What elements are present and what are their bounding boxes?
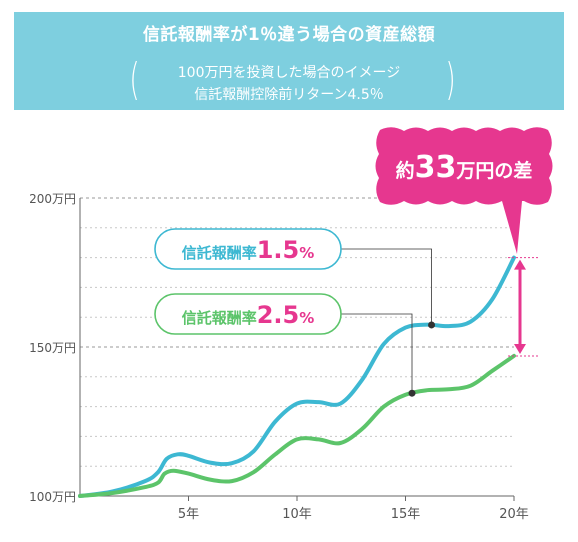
- series-line-high-fee: [78, 353, 516, 498]
- series-lines: [78, 255, 516, 498]
- series-markers: [408, 321, 436, 397]
- subtitle-line-1: 100万円を投資した場合のイメージ: [177, 65, 401, 81]
- callout-high-fee-border: [154, 293, 342, 335]
- chart-title: 信託報酬率が1％違う場合の資産総額: [142, 25, 436, 45]
- marker-high-fee: [408, 389, 416, 397]
- difference-arrow-head-up: [514, 259, 526, 270]
- difference-indicator: [508, 257, 538, 357]
- difference-badge: 約33万円の差: [375, 127, 553, 254]
- callout-low-fee-border: [154, 228, 342, 270]
- y-tick-label: 200万円: [29, 192, 76, 206]
- difference-badge-shape: [375, 127, 553, 254]
- difference-arrow-head-down: [514, 343, 526, 354]
- callout-low-fee: 信託報酬率1.5%: [154, 228, 342, 270]
- x-tick-label: 10年: [282, 507, 312, 522]
- callout-high-fee: 信託報酬率2.5%: [154, 293, 342, 335]
- series-line-low-fee: [78, 255, 516, 498]
- callout-connector-low-fee: [341, 248, 432, 325]
- callout-low-fee-text: 信託報酬率1.5%: [182, 236, 315, 264]
- y-tick-label: 150万円: [29, 341, 76, 355]
- subtitle-line-2: 信託報酬控除前リターン4.5％: [194, 87, 384, 103]
- chart-header: 信託報酬率が1％違う場合の資産総額 ( 100万円を投資した場合のイメージ 信託…: [14, 12, 564, 110]
- marker-low-fee: [428, 321, 436, 329]
- subtitle-close-paren: ): [445, 54, 456, 105]
- subtitle-open-paren: (: [129, 54, 140, 105]
- tick-labels: 5年 10年 15年 20年 100万円 150万円 200万円: [29, 192, 529, 522]
- callout-connector-high-fee: [341, 313, 413, 394]
- x-tick-label: 15年: [391, 507, 421, 522]
- x-tick-label: 20年: [499, 507, 529, 522]
- y-tick-label: 100万円: [29, 490, 76, 504]
- callout-high-fee-text: 信託報酬率2.5%: [182, 301, 315, 329]
- difference-text: 約33万円の差: [396, 150, 533, 185]
- x-tick-label: 5年: [178, 507, 199, 522]
